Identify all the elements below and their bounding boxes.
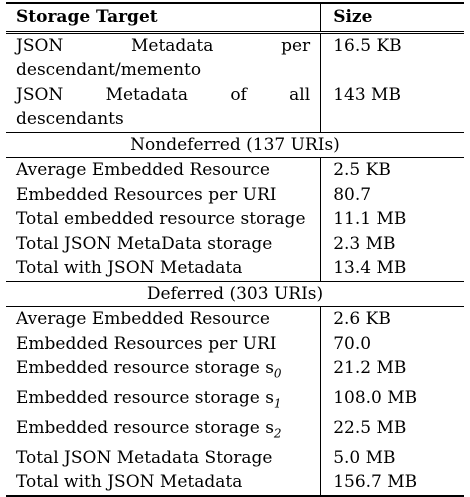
row-label: Embedded Resources per URI xyxy=(6,331,322,356)
section-title: Deferred (303 URIs) xyxy=(6,280,464,307)
row-value: 70.0 xyxy=(333,333,372,354)
row-label: Average Embedded Resource xyxy=(6,306,322,332)
storage-table: Storage Target Size JSON Metadata per de… xyxy=(6,2,464,497)
row-label-text: Embedded resource storage s xyxy=(16,387,274,408)
row-value: 2.3 MB xyxy=(333,233,396,254)
row-value: 2.5 KB xyxy=(333,160,391,180)
row-value: 13.4 MB xyxy=(333,258,407,278)
row-label: Average Embedded Resource xyxy=(6,157,322,183)
row-value: 108.0 MB xyxy=(333,387,418,408)
row-label-text: Embedded resource storage s xyxy=(16,358,274,378)
table-row: Average Embedded Resource 2.5 KB xyxy=(6,157,464,183)
table-row: JSON Metadata of all descendants 143 MB xyxy=(6,82,464,132)
table-row: Embedded resource storage s1 108.0 MB xyxy=(6,385,464,416)
row-value: 156.7 MB xyxy=(320,470,464,497)
row-value: 16.5 KB xyxy=(320,30,464,83)
row-label: Total with JSON Metadata xyxy=(6,256,322,281)
row-value: 5.0 MB xyxy=(333,447,396,468)
table-row: Total JSON MetaData storage 2.3 MB xyxy=(6,231,464,256)
table-row: Embedded resource storage s0 21.2 MB xyxy=(6,356,464,386)
table-row: Total embedded resource storage 11.1 MB xyxy=(6,207,464,232)
row-label-with-subscript: Embedded resource storage s1 xyxy=(6,385,322,416)
row-label: Total JSON MetaData storage xyxy=(6,231,322,256)
subscript: 0 xyxy=(273,366,282,381)
row-label: Total with JSON Metadata xyxy=(6,470,322,497)
section-title: Nondeferred (137 URIs) xyxy=(6,131,464,158)
table-row: JSON Metadata per descendant/memento 16.… xyxy=(6,30,464,83)
row-label-text: Embedded resource storage s xyxy=(16,417,274,438)
row-value: 80.7 xyxy=(333,184,372,205)
table-row: Total with JSON Metadata 13.4 MB xyxy=(6,256,464,281)
subscript: 1 xyxy=(273,396,282,411)
table-row: Total with JSON Metadata 156.7 MB xyxy=(6,470,464,497)
table-row: Total JSON Metadata Storage 5.0 MB xyxy=(6,445,464,471)
table-row: Embedded Resources per URI 70.0 xyxy=(6,331,464,356)
header-storage-target: Storage Target xyxy=(6,2,322,33)
row-label: Embedded Resources per URI xyxy=(6,182,322,207)
row-label-with-subscript: Embedded resource storage s0 xyxy=(6,356,322,386)
section-header-nondeferred: Nondeferred (137 URIs) xyxy=(6,131,464,158)
header-size: Size xyxy=(320,2,464,33)
row-value: 22.5 MB xyxy=(333,417,407,438)
row-value: 11.1 MB xyxy=(333,209,407,229)
row-label-with-subscript: Embedded resource storage s2 xyxy=(6,415,322,446)
header-row: Storage Target Size xyxy=(6,2,464,33)
row-value: 143 MB xyxy=(333,84,401,105)
table-row: Embedded Resources per URI 80.7 xyxy=(6,182,464,207)
table-row: Embedded resource storage s2 22.5 MB xyxy=(6,415,464,446)
table-row: Average Embedded Resource 2.6 KB xyxy=(6,306,464,332)
row-label: Total JSON Metadata Storage xyxy=(6,445,322,471)
storage-table-container: Storage Target Size JSON Metadata per de… xyxy=(6,2,464,497)
row-label: Total embedded resource storage xyxy=(6,207,322,232)
subscript: 2 xyxy=(273,426,282,441)
row-value: 2.6 KB xyxy=(333,309,391,329)
row-label: JSON Metadata per descendant/memento xyxy=(6,30,322,83)
section-header-deferred: Deferred (303 URIs) xyxy=(6,280,464,307)
row-value: 21.2 MB xyxy=(333,358,407,378)
row-label: JSON Metadata of all descendants xyxy=(6,82,322,132)
